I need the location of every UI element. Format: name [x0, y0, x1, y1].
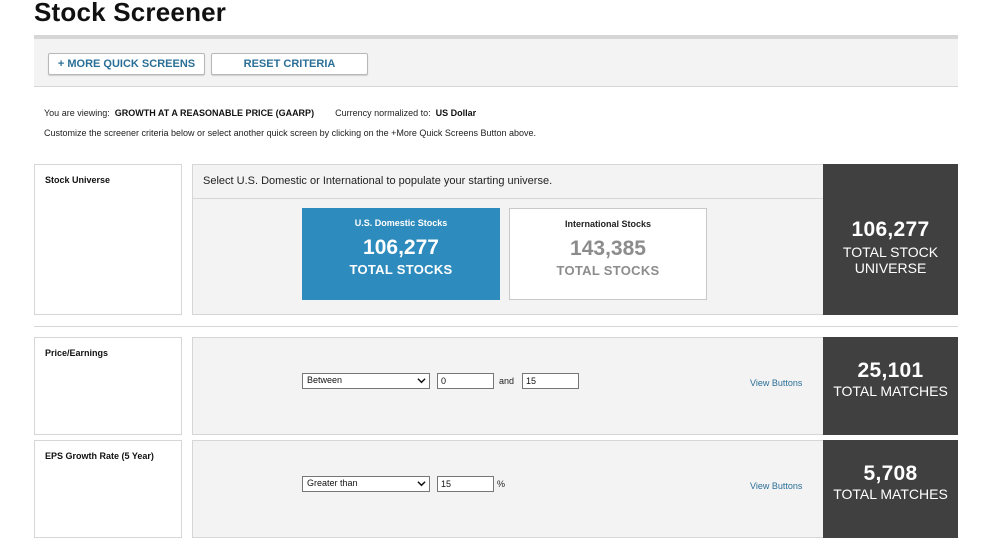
universe-caption-line2: UNIVERSE: [854, 260, 927, 276]
pe-result: 25,101 TOTAL MATCHES: [823, 337, 958, 435]
international-title: International Stocks: [564, 219, 652, 229]
eps-match-count: 5,708: [863, 462, 918, 485]
eps-operator-value: Greater than: [307, 478, 358, 488]
pe-operator-value: Between: [307, 375, 343, 385]
eps-growth-label: EPS Growth Rate (5 Year): [34, 440, 182, 538]
universe-caption-line1: TOTAL STOCK: [842, 244, 939, 260]
domestic-title: U.S. Domestic Stocks: [354, 218, 448, 228]
reset-criteria-button[interactable]: RESET CRITERIA: [211, 53, 368, 75]
universe-count: 106,277: [851, 218, 930, 241]
toolbar: + MORE QUICK SCREENS RESET CRITERIA: [34, 35, 958, 87]
more-quick-screens-button[interactable]: + MORE QUICK SCREENS: [48, 53, 205, 75]
chevron-down-icon: [417, 481, 426, 487]
currency-value: US Dollar: [435, 108, 477, 118]
eps-value-input[interactable]: 15: [437, 476, 494, 492]
viewing-value: GROWTH AT A REASONABLE PRICE (GAARP): [114, 108, 315, 118]
international-count: 143,385: [570, 237, 646, 260]
pe-criteria-panel: Between 0 and 15 View Buttons: [192, 337, 824, 435]
eps-view-buttons-link[interactable]: View Buttons: [750, 481, 803, 491]
eps-result: 5,708 TOTAL MATCHES: [823, 440, 958, 538]
pe-label: Price/Earnings: [34, 337, 182, 435]
stock-universe-label: Stock Universe: [34, 164, 182, 315]
instructions-text: Customize the screener criteria below or…: [44, 128, 536, 138]
currency-label: Currency normalized to:: [335, 108, 431, 118]
international-stocks-card[interactable]: International Stocks 143,385 TOTAL STOCK…: [509, 208, 707, 300]
pe-operator-select[interactable]: Between: [302, 373, 430, 389]
eps-growth-criteria-panel: Greater than 15 % View Buttons: [192, 440, 824, 538]
stock-universe-panel: Select U.S. Domestic or International to…: [192, 164, 824, 315]
page-title: Stock Screener: [34, 0, 227, 27]
pe-match-caption: TOTAL MATCHES: [833, 383, 948, 399]
viewing-label: You are viewing:: [44, 108, 110, 118]
international-caption: TOTAL STOCKS: [556, 263, 660, 278]
eps-match-caption: TOTAL MATCHES: [833, 486, 948, 502]
viewing-info: You are viewing: GROWTH AT A REASONABLE …: [44, 108, 476, 118]
pe-match-count: 25,101: [857, 359, 924, 382]
pe-max-input[interactable]: 15: [522, 373, 579, 389]
domestic-stocks-card[interactable]: U.S. Domestic Stocks 106,277 TOTAL STOCK…: [302, 208, 500, 300]
universe-instruction: Select U.S. Domestic or International to…: [193, 165, 823, 199]
section-divider: [34, 326, 958, 327]
eps-percent-label: %: [497, 479, 506, 489]
domestic-caption: TOTAL STOCKS: [349, 262, 453, 277]
eps-operator-select[interactable]: Greater than: [302, 476, 430, 492]
pe-min-input[interactable]: 0: [437, 373, 494, 389]
pe-and-label: and: [499, 376, 515, 386]
universe-result: 106,277 TOTAL STOCK UNIVERSE: [823, 164, 958, 315]
pe-view-buttons-link[interactable]: View Buttons: [750, 378, 803, 388]
domestic-count: 106,277: [363, 236, 439, 259]
chevron-down-icon: [417, 378, 426, 384]
